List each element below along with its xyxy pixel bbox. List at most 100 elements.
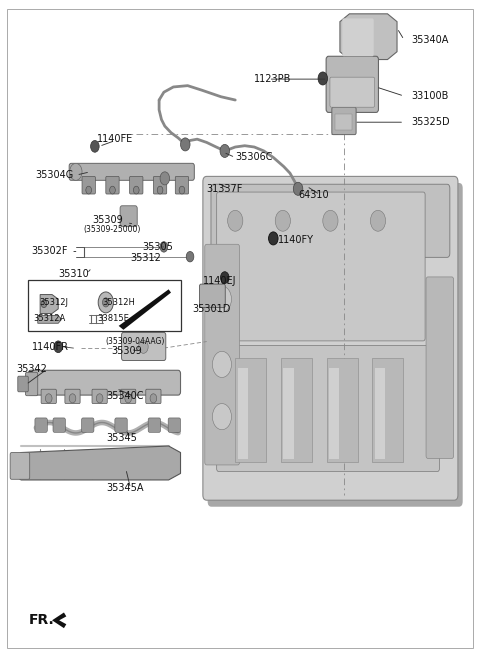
FancyBboxPatch shape: [120, 389, 136, 403]
Circle shape: [293, 182, 303, 195]
FancyBboxPatch shape: [115, 418, 127, 432]
Circle shape: [96, 394, 103, 403]
FancyBboxPatch shape: [175, 176, 189, 194]
Circle shape: [268, 232, 278, 245]
FancyBboxPatch shape: [69, 164, 194, 180]
Text: 1140FR: 1140FR: [32, 342, 69, 351]
Text: 35312J: 35312J: [39, 298, 68, 307]
FancyBboxPatch shape: [203, 176, 458, 500]
FancyBboxPatch shape: [65, 389, 80, 403]
FancyBboxPatch shape: [82, 176, 96, 194]
Circle shape: [186, 252, 194, 262]
FancyBboxPatch shape: [10, 453, 30, 480]
Text: 1140FE: 1140FE: [97, 134, 133, 144]
Bar: [329, 368, 339, 459]
Bar: [235, 358, 266, 463]
Text: 1140FY: 1140FY: [278, 235, 314, 245]
FancyBboxPatch shape: [342, 18, 374, 57]
FancyBboxPatch shape: [148, 418, 160, 432]
Circle shape: [54, 341, 62, 353]
FancyBboxPatch shape: [211, 184, 450, 258]
Circle shape: [69, 394, 76, 403]
Circle shape: [70, 164, 82, 180]
Circle shape: [213, 286, 231, 312]
Circle shape: [180, 138, 190, 151]
Bar: [281, 358, 312, 463]
Circle shape: [41, 300, 47, 307]
FancyBboxPatch shape: [82, 418, 94, 432]
FancyBboxPatch shape: [168, 418, 180, 432]
Circle shape: [213, 351, 231, 378]
Circle shape: [109, 186, 115, 194]
FancyBboxPatch shape: [426, 277, 454, 459]
Text: 35312: 35312: [131, 253, 161, 263]
Text: 35312A: 35312A: [33, 313, 65, 323]
Text: FR.: FR.: [28, 614, 54, 627]
Polygon shape: [340, 14, 397, 60]
Text: 35312H: 35312H: [102, 298, 135, 307]
Circle shape: [213, 403, 231, 430]
FancyBboxPatch shape: [146, 389, 161, 403]
Text: 31337F: 31337F: [207, 184, 243, 194]
FancyBboxPatch shape: [35, 418, 48, 432]
FancyBboxPatch shape: [205, 244, 240, 465]
Circle shape: [220, 272, 229, 283]
Text: 35325D: 35325D: [411, 117, 450, 127]
Text: 1140EJ: 1140EJ: [203, 276, 236, 286]
Circle shape: [179, 186, 185, 194]
FancyBboxPatch shape: [154, 176, 167, 194]
FancyBboxPatch shape: [130, 176, 143, 194]
FancyBboxPatch shape: [326, 57, 378, 112]
FancyBboxPatch shape: [216, 346, 439, 472]
Text: 33815E: 33815E: [97, 313, 129, 323]
Bar: [335, 114, 352, 130]
Bar: [238, 368, 248, 459]
FancyBboxPatch shape: [208, 183, 463, 507]
Text: 35310: 35310: [58, 269, 89, 279]
FancyBboxPatch shape: [120, 206, 137, 227]
Circle shape: [46, 394, 52, 403]
Text: 35302F: 35302F: [32, 246, 68, 256]
Circle shape: [103, 298, 109, 307]
Polygon shape: [38, 315, 61, 323]
FancyBboxPatch shape: [53, 418, 65, 432]
Text: 35305: 35305: [143, 242, 173, 252]
Polygon shape: [12, 446, 180, 480]
FancyBboxPatch shape: [25, 373, 38, 396]
FancyBboxPatch shape: [28, 371, 180, 395]
Text: 33100B: 33100B: [411, 91, 449, 101]
Circle shape: [98, 292, 113, 313]
FancyBboxPatch shape: [92, 389, 107, 403]
Circle shape: [133, 186, 139, 194]
Circle shape: [323, 210, 338, 231]
FancyBboxPatch shape: [200, 284, 225, 307]
Text: 35345A: 35345A: [106, 484, 144, 493]
Text: 35342: 35342: [16, 364, 47, 374]
Text: 35340C: 35340C: [106, 392, 144, 401]
Circle shape: [371, 210, 385, 231]
Text: (35309-25000): (35309-25000): [83, 225, 140, 234]
FancyBboxPatch shape: [121, 332, 166, 361]
Text: 35301D: 35301D: [192, 304, 231, 314]
Polygon shape: [119, 289, 171, 330]
FancyBboxPatch shape: [106, 176, 119, 194]
Bar: [326, 358, 358, 463]
Circle shape: [220, 145, 229, 158]
Circle shape: [86, 186, 92, 194]
Bar: [283, 368, 294, 459]
Circle shape: [139, 340, 148, 353]
Circle shape: [228, 210, 243, 231]
FancyBboxPatch shape: [332, 107, 356, 135]
Polygon shape: [52, 612, 66, 628]
Text: (35309-04AAG): (35309-04AAG): [106, 337, 165, 346]
Text: 35304G: 35304G: [36, 170, 73, 180]
Bar: [372, 358, 403, 463]
Text: 1123PB: 1123PB: [254, 74, 292, 84]
FancyBboxPatch shape: [18, 376, 28, 392]
Circle shape: [318, 72, 327, 85]
Text: 35309: 35309: [93, 215, 123, 225]
Circle shape: [150, 394, 157, 403]
Bar: [28, 280, 180, 331]
FancyBboxPatch shape: [216, 192, 425, 341]
Text: 35306C: 35306C: [235, 152, 273, 162]
